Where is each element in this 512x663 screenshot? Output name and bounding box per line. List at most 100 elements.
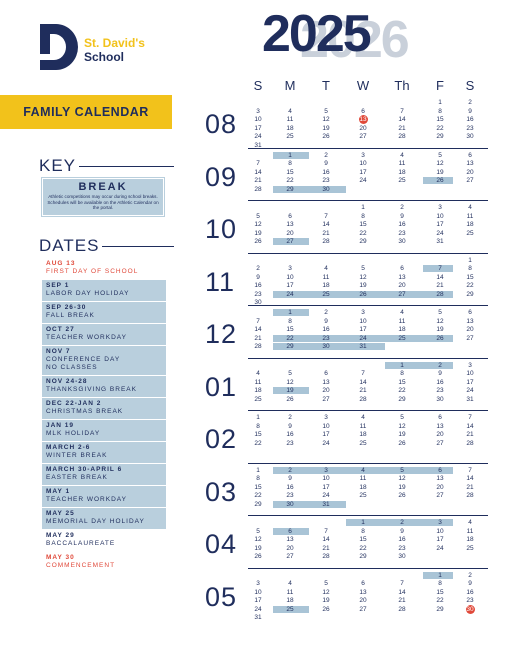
day: 20 bbox=[286, 544, 294, 552]
month-separator bbox=[248, 462, 488, 464]
day: 1 bbox=[468, 256, 472, 264]
day: 9 bbox=[468, 107, 472, 115]
day: 14 bbox=[436, 273, 444, 281]
day: 25 bbox=[322, 290, 330, 298]
logo-mark bbox=[40, 24, 78, 70]
break-highlight bbox=[385, 519, 423, 526]
day: 2 bbox=[438, 361, 442, 369]
day: 16 bbox=[466, 588, 474, 596]
day: 29 bbox=[359, 238, 367, 245]
day: 27 bbox=[359, 133, 367, 140]
event-circle bbox=[465, 604, 475, 614]
day: 27 bbox=[436, 492, 444, 499]
day: 6 bbox=[324, 370, 328, 377]
day: 11 bbox=[359, 422, 367, 430]
break-highlight bbox=[273, 151, 309, 159]
day: 1 bbox=[438, 99, 442, 106]
day: 3 bbox=[288, 265, 292, 272]
day: 11 bbox=[466, 527, 474, 535]
weekday: Th bbox=[394, 78, 410, 93]
weekday: T bbox=[322, 78, 330, 93]
break-highlight bbox=[423, 466, 453, 474]
break-highlight bbox=[273, 343, 309, 350]
day: 28 bbox=[466, 492, 474, 499]
day: 23 bbox=[466, 597, 474, 604]
day: 1 bbox=[256, 414, 260, 421]
day: 14 bbox=[322, 221, 330, 228]
day: 27 bbox=[436, 439, 444, 447]
day: 22 bbox=[286, 177, 294, 184]
day: 11 bbox=[466, 212, 474, 220]
day: 30 bbox=[466, 133, 474, 140]
day: 11 bbox=[322, 273, 330, 281]
key-label: BREAK bbox=[78, 181, 128, 193]
day: 7 bbox=[256, 160, 260, 167]
day: 16 bbox=[398, 221, 406, 228]
day: 8 bbox=[361, 212, 365, 220]
day: 24 bbox=[466, 387, 474, 394]
day: 9 bbox=[438, 370, 442, 377]
day: 17 bbox=[254, 597, 262, 604]
day: 4 bbox=[288, 107, 292, 115]
date: MARCH 30-APRIL 6 bbox=[46, 466, 123, 473]
break-highlight bbox=[385, 334, 423, 342]
break-highlight bbox=[385, 290, 423, 298]
day: 1 bbox=[438, 571, 442, 579]
day: 10 bbox=[359, 160, 367, 167]
day: 21 bbox=[322, 229, 330, 237]
day: 26 bbox=[436, 177, 444, 184]
day: 2 bbox=[468, 571, 472, 579]
day: 15 bbox=[436, 588, 444, 596]
day: 4 bbox=[361, 414, 365, 421]
day: 5 bbox=[400, 466, 404, 474]
day: 14 bbox=[398, 116, 406, 123]
day: 24 bbox=[286, 290, 294, 298]
day: 4 bbox=[468, 204, 472, 211]
day: 3 bbox=[438, 204, 442, 211]
day: 20 bbox=[466, 326, 474, 333]
date-item: NOV 24-28 THANKSGIVING BREAK bbox=[42, 376, 166, 398]
date-item: SEP 26-30 FALL BREAK bbox=[42, 302, 166, 324]
day: 11 bbox=[398, 317, 406, 325]
break-highlight bbox=[273, 387, 309, 394]
day: 21 bbox=[398, 124, 406, 132]
day: 23 bbox=[322, 334, 330, 342]
day: 22 bbox=[254, 492, 262, 499]
day: 24 bbox=[322, 439, 330, 447]
day: 25 bbox=[398, 177, 406, 184]
day: 12 bbox=[254, 536, 262, 543]
day: 26 bbox=[286, 395, 294, 403]
day: 29 bbox=[286, 343, 294, 350]
day: 7 bbox=[438, 265, 442, 272]
month-label: 10 bbox=[205, 214, 238, 244]
day: 6 bbox=[468, 151, 472, 159]
month-separator bbox=[248, 200, 488, 201]
dates-list: AUG 13 FIRST DAY OF SCHOOL SEP 1 LABOR DAY … bbox=[42, 258, 166, 574]
day: 12 bbox=[436, 317, 444, 325]
day: 11 bbox=[398, 160, 406, 167]
day: 19 bbox=[286, 387, 294, 394]
day: 9 bbox=[324, 160, 328, 167]
day: 10 bbox=[322, 475, 330, 482]
day: 3 bbox=[438, 519, 442, 526]
day: 27 bbox=[322, 395, 330, 403]
day: 10 bbox=[286, 273, 294, 281]
day: 13 bbox=[286, 221, 294, 228]
date-desc: EASTER BREAK bbox=[46, 474, 108, 481]
day: 22 bbox=[398, 387, 406, 394]
day: 14 bbox=[254, 168, 262, 176]
day: 5 bbox=[288, 370, 292, 377]
day: 21 bbox=[466, 431, 474, 438]
day: 2 bbox=[324, 151, 328, 159]
date-item: SEP 1 LABOR DAY HOLIDAY bbox=[42, 280, 166, 302]
day: 5 bbox=[400, 414, 404, 421]
date: JAN 19 bbox=[46, 422, 75, 429]
day: 3 bbox=[256, 580, 260, 587]
day: 24 bbox=[254, 605, 262, 613]
day: 16 bbox=[254, 282, 262, 289]
day: 19 bbox=[254, 544, 262, 552]
break-highlight bbox=[346, 466, 385, 474]
date-desc: WINTER BREAK bbox=[46, 452, 108, 459]
break-highlight bbox=[273, 605, 309, 613]
day: 3 bbox=[361, 151, 365, 159]
